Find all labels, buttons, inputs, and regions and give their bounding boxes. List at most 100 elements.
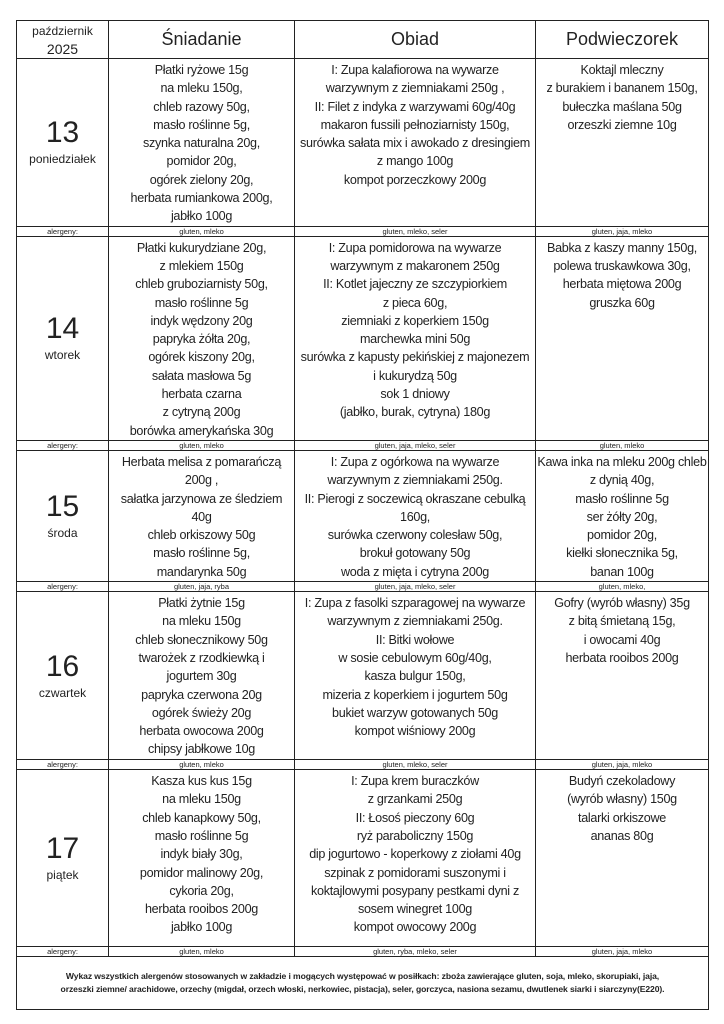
day-number: 13 — [45, 116, 80, 150]
lunch-allergens: gluten, jaja, mleko, seler — [294, 581, 536, 593]
menu-item: 200g , — [184, 473, 219, 488]
allergen-notice-row: Wykaz wszystkich alergenów stosowanych w… — [16, 956, 709, 1011]
menu-item: (wyrób własny) 150g — [567, 792, 677, 807]
snack-allergens: gluten, jaja, mleko — [535, 759, 709, 771]
lunch-cell: I: Zupa pomidorowa na wywarze warzywnym z… — [294, 235, 536, 441]
menu-item: banan 100g — [590, 564, 654, 579]
menu-item: chleb orkiszowy 50g — [147, 528, 256, 543]
menu-item: z mlekiem 150g — [159, 258, 244, 273]
day-row: 17 piątek Kasza kus kus 15g na mleku 150g ch… — [16, 769, 709, 948]
menu-item: Budyń czekoladowy — [568, 774, 676, 789]
menu-item: kompot owocowy 200g — [353, 920, 477, 935]
month-cell: październik 2025 — [16, 20, 109, 59]
weekday-label: czwartek — [38, 685, 87, 700]
menu-item: z pieca 60g, — [382, 295, 448, 310]
day-cell: 15 środa — [16, 449, 109, 583]
menu-item: pomidor 20g, — [166, 154, 237, 169]
menu-item: kasza bulgur 150g, — [364, 669, 466, 684]
snack-allergens: gluten, jaja, mleko — [535, 946, 709, 958]
menu-item: na mleku 150g, — [160, 81, 243, 96]
day-cell: 14 wtorek — [16, 235, 109, 441]
menu-item: kompot porzeczkowy 200g — [343, 172, 487, 187]
breakfast-allergens: gluten, mleko — [108, 946, 295, 958]
allergens-label: alergeny: — [16, 581, 109, 593]
menu-item: surówka czerwony colesław 50g, — [327, 528, 503, 543]
snack-cell: Kawa inka na mleku 200g chleb z dynią 40g… — [535, 449, 709, 583]
menu-item: ogórek zielony 20g, — [149, 172, 254, 187]
lunch-cell: I: Zupa z ogórkowa na wywarze warzywnym z… — [294, 449, 536, 583]
menu-item: z burakiem i bananem 150g, — [546, 81, 698, 96]
menu-item: jogurtem 30g — [166, 669, 237, 684]
menu-item: Herbata melisa z pomarańczą — [121, 454, 282, 469]
header-row: październik 2025 Śniadanie Obiad Podwiec… — [16, 20, 709, 59]
snack-cell: Koktajl mleczny z burakiem i bananem 150g… — [535, 58, 709, 227]
menu-item: makaron fussili pełnoziarnisty 150g, — [320, 117, 510, 132]
snack-allergens: gluten, jaja, mleko — [535, 225, 709, 237]
menu-item: kiełki słonecznika 5g, — [566, 546, 678, 561]
menu-item: I: Zupa kalafiorowa na wywarze — [331, 63, 499, 77]
menu-item: surówka z kapusty pekińskiej z majonezem — [300, 350, 530, 365]
menu-item: pomidor 20g, — [587, 528, 657, 543]
menu-item: II: Łosoś pieczony 60g — [355, 810, 475, 825]
weekday-label: piątek — [46, 868, 79, 883]
menu-item: sok 1 dniowy — [380, 387, 450, 402]
breakfast-cell: Płatki kukurydziane 20g, z mlekiem 150g ch… — [108, 235, 295, 441]
menu-item: I: Zupa z ogórkowa na wywarze — [330, 454, 500, 469]
menu-item: cykoria 20g, — [169, 883, 234, 898]
menu-item: mandarynka 50g — [156, 564, 247, 579]
allergens-label: alergeny: — [16, 759, 109, 771]
menu-item: II: Kotlet jajeczny ze szczypiorkiem — [323, 277, 507, 292]
lunch-cell: I: Zupa krem buraczków z grzankami 250g II… — [294, 769, 536, 948]
menu-item: chleb razowy 50g, — [153, 99, 250, 114]
menu-item: szpinak z pomidorami suszonymi i — [324, 865, 506, 880]
menu-item: warzywnym z makaronem 250g — [330, 258, 500, 273]
day-row: 15 środa Herbata melisa z pomarańczą 200g ,… — [16, 449, 709, 583]
menu-item: z bitą śmietaną 15g, — [568, 614, 676, 629]
menu-item: II: Pierogi z soczewicą okraszane cebulk… — [304, 491, 526, 506]
menu-item: 40g — [191, 509, 212, 524]
menu-item: borówka amerykańska 30g — [129, 423, 274, 438]
weekday-label: poniedziałek — [29, 152, 96, 167]
notice-line: Wykaz wszystkich alergenów stosowanych w… — [65, 971, 660, 982]
allergens-row: alergeny: gluten, mleko gluten, mleko, sel… — [16, 225, 709, 237]
breakfast-allergens: gluten, jaja, ryba — [108, 581, 295, 593]
month-label: październik — [32, 23, 93, 38]
snack-header: Podwieczorek — [535, 20, 709, 59]
day-cell: 13 poniedziałek — [16, 58, 109, 227]
lunch-allergens: gluten, mleko, seler — [294, 225, 536, 237]
menu-item: warzywnym z ziemniakami 250g. — [327, 614, 503, 629]
menu-table: październik 2025 Śniadanie Obiad Podwiec… — [16, 20, 709, 1011]
day-number: 17 — [45, 832, 80, 866]
weekday-label: wtorek — [44, 348, 81, 363]
menu-item: ser żółty 20g, — [586, 509, 658, 524]
breakfast-cell: Płatki ryżowe 15g na mleku 150g, chleb raz… — [108, 58, 295, 227]
menu-item: jabłko 100g — [170, 920, 233, 935]
day-row: 16 czwartek Płatki żytnie 15g na mleku 150g… — [16, 591, 709, 761]
menu-item: na mleku 150g — [162, 792, 241, 807]
menu-item: i kukurydzą 50g — [373, 368, 457, 383]
day-number: 16 — [45, 649, 80, 683]
menu-item: twarożek z rzodkiewką i — [138, 650, 265, 665]
lunch-cell: I: Zupa kalafiorowa na wywarze warzywnym … — [294, 58, 536, 227]
allergens-row: alergeny: gluten, mleko gluten, jaja, mlek… — [16, 439, 709, 451]
year-label: 2025 — [46, 40, 79, 57]
menu-item: brokuł gotowany 50g — [359, 546, 471, 561]
menu-item: (jabłko, burak, cytryna) 180g — [339, 405, 491, 420]
menu-item: orzeszki ziemne 10g — [567, 117, 677, 132]
menu-item: z grzankami 250g — [367, 792, 463, 807]
menu-item: kompot wiśniowy 200g — [354, 724, 476, 739]
snack-allergens: gluten, mleko, — [535, 581, 709, 593]
menu-item: warzywnym z ziemniakami 250g. — [327, 473, 503, 488]
allergens-row: alergeny: gluten, jaja, ryba gluten, jaja,… — [16, 581, 709, 593]
menu-item: warzywnym z ziemniakami 250g , — [325, 81, 505, 96]
menu-item: Płatki ryżowe 15g — [154, 63, 249, 77]
menu-item: jabłko 100g — [170, 209, 233, 224]
day-cell: 17 piątek — [16, 769, 109, 948]
breakfast-header: Śniadanie — [108, 20, 295, 59]
menu-item: chleb kanapkowy 50g, — [142, 810, 261, 825]
menu-item: talarki orkiszowe — [578, 810, 666, 825]
menu-item: chleb gruboziarnisty 50g, — [135, 277, 268, 292]
menu-item: II: Filet z indyka z warzywami 60g/40g — [314, 99, 516, 114]
menu-item: indyk wędzony 20g — [150, 313, 253, 328]
breakfast-allergens: gluten, mleko — [108, 439, 295, 451]
